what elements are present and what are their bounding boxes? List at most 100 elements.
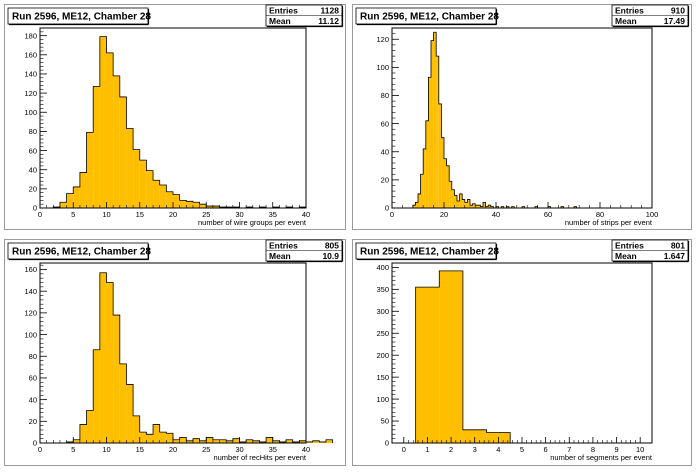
chart-title: Run 2596, ME12, Chamber 28: [360, 247, 499, 258]
x-tick-label: 10: [102, 210, 110, 219]
y-axis: 0 20 40 60 80 100 120: [376, 27, 399, 213]
histogram-bar: [462, 429, 487, 443]
x-tick-label: 40: [302, 445, 310, 454]
histogram-bar: [166, 191, 173, 208]
x-tick-label: 0: [390, 210, 394, 219]
stat-entries-label: Entries: [269, 241, 298, 251]
chart-title: Run 2596, ME12, Chamber 28: [360, 12, 499, 23]
histogram-bar: [441, 137, 444, 208]
x-tick-label: 20: [169, 210, 177, 219]
histogram-bar: [325, 439, 333, 443]
histogram-bar: [173, 194, 180, 208]
x-axis-label: number of strips per event: [565, 218, 653, 227]
y-tick-label: 80: [29, 127, 37, 136]
x-tick-label: 20: [440, 210, 448, 219]
x-tick-label: 7: [567, 445, 571, 454]
histogram-bar: [561, 206, 564, 208]
histogram-bar: [246, 439, 253, 443]
y-tick-label: 100: [376, 395, 389, 404]
histogram-bar: [420, 174, 424, 208]
histogram-bar: [522, 206, 525, 208]
histogram-bar: [126, 384, 134, 443]
histogram-bar: [464, 202, 468, 208]
histogram-bar: [113, 315, 120, 443]
histogram-bar: [272, 440, 280, 443]
plot-area: [40, 263, 306, 443]
histogram-bar: [226, 440, 233, 443]
histogram-bar: [535, 206, 538, 208]
histogram-panel-2: 0 20 40 60 80 100 0 20 40 60 80 100 120 number of str…: [352, 4, 692, 230]
x-tick-label: 40: [302, 210, 310, 219]
histogram-bar: [259, 441, 267, 443]
x-tick-label: 4: [496, 445, 500, 454]
histogram-bar: [73, 186, 80, 208]
x-tick-label: 0: [402, 445, 406, 454]
x-tick-label: 2: [449, 445, 453, 454]
x-axis: 0 20 40 60 80 100: [390, 202, 658, 219]
stat-mean-label: Mean: [615, 251, 637, 261]
y-axis: 0 20 40 60 80 100 120 140 160 180: [24, 27, 47, 213]
x-tick-label: 10: [102, 445, 110, 454]
x-tick-label: 15: [136, 210, 144, 219]
stat-entries-value: 801: [671, 241, 685, 251]
histogram-bar: [439, 270, 463, 443]
histogram-bar: [159, 432, 167, 443]
x-tick-label: 5: [71, 210, 75, 219]
histogram-bar: [428, 77, 431, 208]
histogram-bar: [425, 120, 429, 208]
y-tick-label: 40: [29, 165, 37, 174]
x-axis: 0 1 2 3 4 5 6 7 8 9 10: [402, 437, 644, 454]
y-tick-label: 140: [24, 287, 37, 296]
x-tick-label: 3: [473, 445, 477, 454]
y-tick-label: 100: [24, 108, 37, 117]
histogram-bar: [433, 32, 437, 208]
histogram-bar: [93, 86, 100, 208]
histogram-bar: [86, 132, 94, 208]
y-tick-label: 400: [376, 263, 389, 272]
x-tick-label: 1: [425, 445, 429, 454]
histogram-bar: [415, 287, 440, 443]
stats-box: Entries 805 Mean 10.9: [265, 239, 344, 263]
histogram-bar: [232, 438, 240, 443]
histogram-outline: [415, 270, 511, 443]
histogram-bar: [106, 282, 114, 443]
title-box: Run 2596, ME12, Chamber 28: [355, 242, 499, 261]
histogram-bar: [423, 148, 426, 208]
y-tick-label: 20: [29, 417, 37, 426]
stat-entries-label: Entries: [269, 6, 298, 16]
histogram-bar: [206, 437, 213, 443]
x-tick-label: 15: [136, 445, 144, 454]
y-tick-label: 0: [33, 204, 37, 213]
title-box: Run 2596, ME12, Chamber 28: [7, 242, 151, 261]
stats-box: Entries 910 Mean 17.49: [611, 4, 690, 28]
histogram-bar: [299, 440, 306, 443]
y-tick-label: 120: [24, 309, 37, 318]
histogram-bar: [179, 437, 187, 443]
histogram-bar: [319, 441, 326, 443]
y-tick-label: 160: [24, 265, 37, 274]
histogram-bar: [496, 206, 499, 208]
histogram-outline: [66, 272, 333, 443]
stat-entries-value: 805: [325, 241, 339, 251]
histogram-bar: [485, 206, 489, 208]
histogram-panel-4: 0 1 2 3 4 5 6 7 8 9 10050100150200250300350400numb…: [352, 239, 692, 466]
x-tick-label: 100: [646, 210, 659, 219]
x-axis-label: number of wire groups per event: [198, 218, 307, 227]
histogram-bar: [488, 205, 491, 208]
histogram-bar: [199, 204, 207, 208]
histogram-bar: [438, 103, 442, 208]
histogram-bar: [239, 441, 247, 443]
histogram-bar: [79, 424, 87, 443]
y-tick-label: 40: [381, 147, 389, 156]
x-tick-label: 8: [591, 445, 595, 454]
x-tick-label: 10: [636, 445, 644, 454]
histogram-bar: [153, 180, 160, 208]
histogram-panel-1: 0 5 10 15 20 25 30 35 40 0 20 40 60 80 100 120 140 160 180…: [4, 4, 346, 230]
y-tick-label: 60: [29, 374, 37, 383]
histogram-bar: [574, 206, 577, 208]
x-tick-label: 20: [169, 445, 177, 454]
y-tick-label: 60: [29, 146, 37, 155]
histogram-bar: [219, 439, 227, 443]
histogram-bar: [312, 440, 320, 443]
stat-mean-label: Mean: [615, 16, 637, 26]
